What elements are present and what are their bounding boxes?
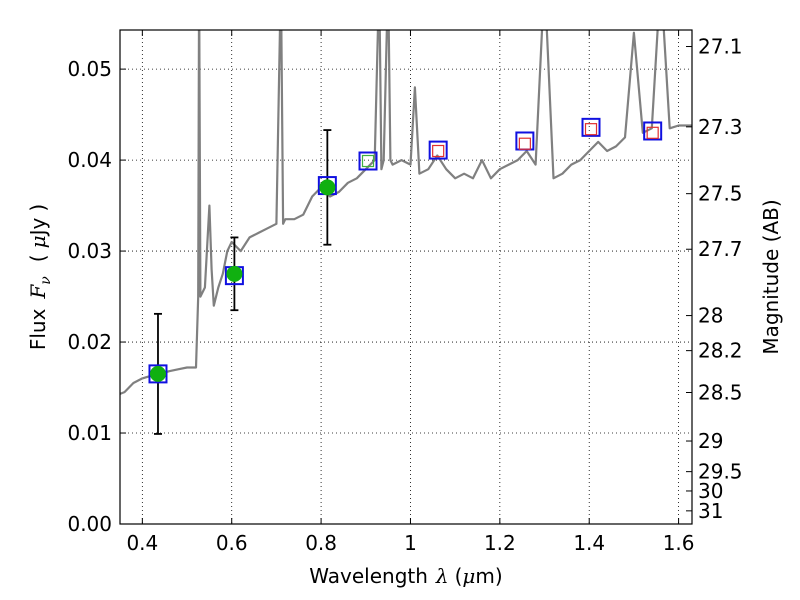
model-box-marker: [428, 140, 448, 160]
x-axis-title: Wavelength λ (μm): [309, 564, 502, 588]
x-axis-title-unit-open: (: [455, 564, 463, 588]
plot-area: [120, 30, 692, 524]
y2-tick-label: 27.7: [698, 237, 743, 261]
y-tick-label: 0.00: [67, 512, 112, 536]
x-axis-title-unit-mu: μ: [462, 564, 475, 588]
predicted-marker: [518, 137, 531, 150]
y2-tick-label: 29: [698, 429, 723, 453]
x-tick-label: 0.8: [305, 531, 337, 555]
y-tick-label: 0.03: [67, 239, 112, 263]
y-tick-label: 0.05: [67, 57, 112, 81]
x-axis-title-word: Wavelength: [309, 564, 428, 588]
y-axis-title-unit-mu: μ: [26, 235, 50, 248]
x-tick-label: 1.4: [573, 531, 605, 555]
y2-tick-label: 28.5: [698, 380, 743, 404]
x-tick-label: 1.2: [484, 531, 516, 555]
y-tick-label: 0.02: [67, 330, 112, 354]
y2-tick-label: 31: [698, 499, 723, 523]
model-box-marker: [358, 151, 378, 171]
ticks: 0.4 0.6 0.8 1 1.2 1.4 1.6 0.00 0.01 0.02 0.03 0.04 0…: [67, 30, 743, 555]
y2-tick-label: 30: [698, 479, 723, 503]
x-axis-title-unit-rest: m): [475, 564, 502, 588]
y-axis-title-unit-open: (: [26, 254, 50, 262]
y-axis-title-unit-rest: Jy: [26, 217, 50, 237]
x-tick-label: 1.6: [663, 531, 695, 555]
y2-axis-title: Magnitude (AB): [759, 199, 783, 354]
predicted-marker: [646, 126, 659, 139]
y-axis-title: Flux Fν ( μJy): [26, 204, 54, 350]
plot-frame: [119, 29, 693, 525]
y2-tick-label: 27.1: [698, 35, 743, 59]
model-box-marker: [581, 117, 601, 137]
y-axis-title-subscript: ν: [38, 276, 54, 285]
model-box-marker: [643, 121, 663, 141]
x-tick-label: 0.6: [216, 531, 248, 555]
y-tick-label: 0.01: [67, 421, 112, 445]
observed-point: [149, 365, 166, 382]
x-axis-title-symbol: λ: [435, 564, 449, 588]
predicted-marker: [432, 144, 445, 158]
y2-tick-label: 27.5: [698, 182, 743, 206]
observed-point: [319, 179, 336, 196]
y2-tick-label: 28: [698, 304, 723, 328]
observed-point: [226, 265, 243, 282]
y-axis-title-word: Flux: [26, 308, 50, 350]
model-box-marker: [148, 364, 168, 384]
y-tick-label: 0.04: [67, 148, 112, 172]
x-tick-label: 1: [404, 531, 417, 555]
y-axis-title-unit-close: ): [26, 204, 50, 212]
y-axis-title-symbol: F: [26, 284, 50, 300]
spectrum-line: [120, 30, 692, 395]
y2-tick-label: 27.3: [698, 115, 743, 139]
predicted-marker: [584, 123, 598, 136]
x-tick-label: 0.4: [126, 531, 158, 555]
y2-tick-label: 28.2: [698, 339, 743, 363]
y2-tick-label: 29.5: [698, 460, 743, 484]
predicted-marker: [361, 154, 375, 168]
data-layer: [120, 30, 692, 435]
